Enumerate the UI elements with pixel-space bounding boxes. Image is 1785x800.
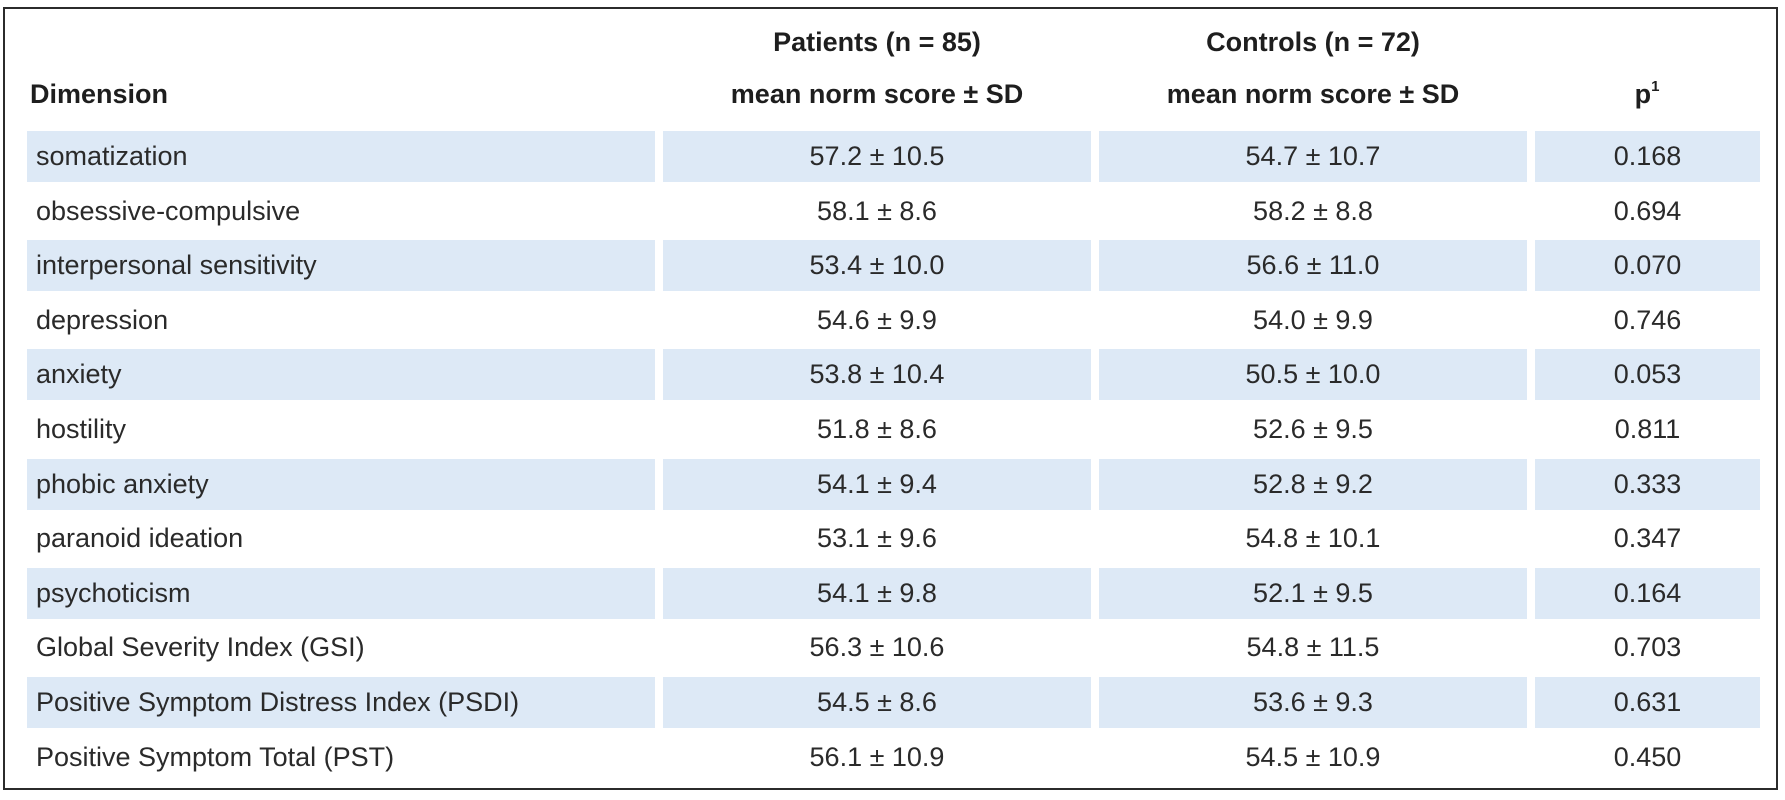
dimension-cell: hostility [36,413,127,444]
dimension-cell: anxiety [27,349,655,401]
header-p-value: p1 [1634,78,1660,109]
controls-cell: 54.8 ± 10.1 [1245,523,1381,554]
patients-cell: 58.1 ± 8.6 [817,195,937,226]
p-value-cell: 0.694 [1613,195,1682,226]
dimension-cell: paranoid ideation [36,523,244,554]
table-row: Global Severity Index (GSI) 56.3 ± 10.6 54… [27,620,1760,675]
controls-cell: 54.0 ± 9.9 [1253,304,1373,335]
table-row: obsessive-compulsive 58.1 ± 8.6 58.2 ± 8.8… [27,184,1760,239]
patients-cell: 56.1 ± 10.9 [809,741,945,772]
results-table: Dimension Patients (n = 85) mean norm sc… [3,7,1778,790]
patients-cell: 54.5 ± 8.6 [663,676,1091,728]
controls-cell: 52.6 ± 9.5 [1253,413,1373,444]
patients-cell: 56.3 ± 10.6 [809,632,945,663]
table-row: hostility 51.8 ± 8.6 52.6 ± 9.5 0.811 [27,402,1760,457]
p-value-cell: 0.746 [1613,304,1682,335]
p-value-cell: 0.811 [1614,413,1681,444]
p-value-cell: 0.631 [1535,676,1760,728]
dimension-cell: interpersonal sensitivity [27,240,655,292]
dimension-cell: psychoticism [27,567,655,619]
patients-cell: 54.1 ± 9.4 [663,458,1091,510]
patients-cell: 54.6 ± 9.9 [817,304,937,335]
dimension-cell: depression [36,304,169,335]
p-value-cell: 0.168 [1535,131,1760,182]
table-row: phobic anxiety 54.1 ± 9.4 52.8 ± 9.2 0.333 [27,457,1760,512]
controls-cell: 56.6 ± 11.0 [1099,240,1527,292]
table-row: paranoid ideation 53.1 ± 9.6 54.8 ± 10.1 0.… [27,511,1760,566]
patients-cell: 54.1 ± 9.8 [663,567,1091,619]
p-value-cell: 0.347 [1613,523,1682,554]
dimension-cell: Positive Symptom Distress Index (PSDI) [27,676,655,728]
header-controls-subtitle: mean norm score ± SD [1166,79,1460,109]
p-value-cell: 0.333 [1535,458,1760,510]
controls-cell: 52.8 ± 9.2 [1099,458,1527,510]
table-row: Positive Symptom Total (PST) 56.1 ± 10.9 5… [27,730,1760,785]
controls-cell: 54.5 ± 10.9 [1245,741,1381,772]
footnote-marker: 1 [1651,78,1660,95]
p-value-cell: 0.164 [1535,567,1760,619]
controls-cell: 58.2 ± 8.8 [1253,195,1373,226]
controls-cell: 52.1 ± 9.5 [1099,567,1527,619]
header-dimension: Dimension [30,79,169,109]
header-patients-group: Patients (n = 85) [773,27,981,57]
dimension-cell: obsessive-compulsive [36,195,301,226]
dimension-cell: phobic anxiety [27,458,655,510]
controls-cell: 50.5 ± 10.0 [1099,349,1527,401]
table-header: Dimension Patients (n = 85) mean norm sc… [5,9,1776,129]
table-row: psychoticism 54.1 ± 9.8 52.1 ± 9.5 0.164 [27,566,1760,621]
controls-cell: 53.6 ± 9.3 [1099,676,1527,728]
patients-cell: 57.2 ± 10.5 [663,131,1091,182]
dimension-cell: Positive Symptom Total (PST) [36,741,395,772]
patients-cell: 51.8 ± 8.6 [817,413,937,444]
header-controls-group: Controls (n = 72) [1206,27,1420,57]
table-row: somatization 57.2 ± 10.5 54.7 ± 10.7 0.168 [27,129,1760,184]
table-row: depression 54.6 ± 9.9 54.0 ± 9.9 0.746 [27,293,1760,348]
table-row: Positive Symptom Distress Index (PSDI) 54… [27,675,1760,730]
controls-cell: 54.8 ± 11.5 [1246,632,1380,663]
p-value-cell: 0.053 [1535,349,1760,401]
p-value-cell: 0.070 [1535,240,1760,292]
table-row: interpersonal sensitivity 53.4 ± 10.0 56.6… [27,238,1760,293]
table-body: somatization 57.2 ± 10.5 54.7 ± 10.7 0.168 o… [27,129,1760,784]
dimension-cell: Global Severity Index (GSI) [36,632,365,663]
controls-cell: 54.7 ± 10.7 [1099,131,1527,182]
dimension-cell: somatization [27,131,655,182]
p-value-cell: 0.450 [1613,741,1682,772]
patients-cell: 53.1 ± 9.6 [817,523,937,554]
header-patients-subtitle: mean norm score ± SD [730,79,1024,109]
table-row: anxiety 53.8 ± 10.4 50.5 ± 10.0 0.053 [27,347,1760,402]
p-value-cell: 0.703 [1613,632,1682,663]
patients-cell: 53.4 ± 10.0 [663,240,1091,292]
patients-cell: 53.8 ± 10.4 [663,349,1091,401]
